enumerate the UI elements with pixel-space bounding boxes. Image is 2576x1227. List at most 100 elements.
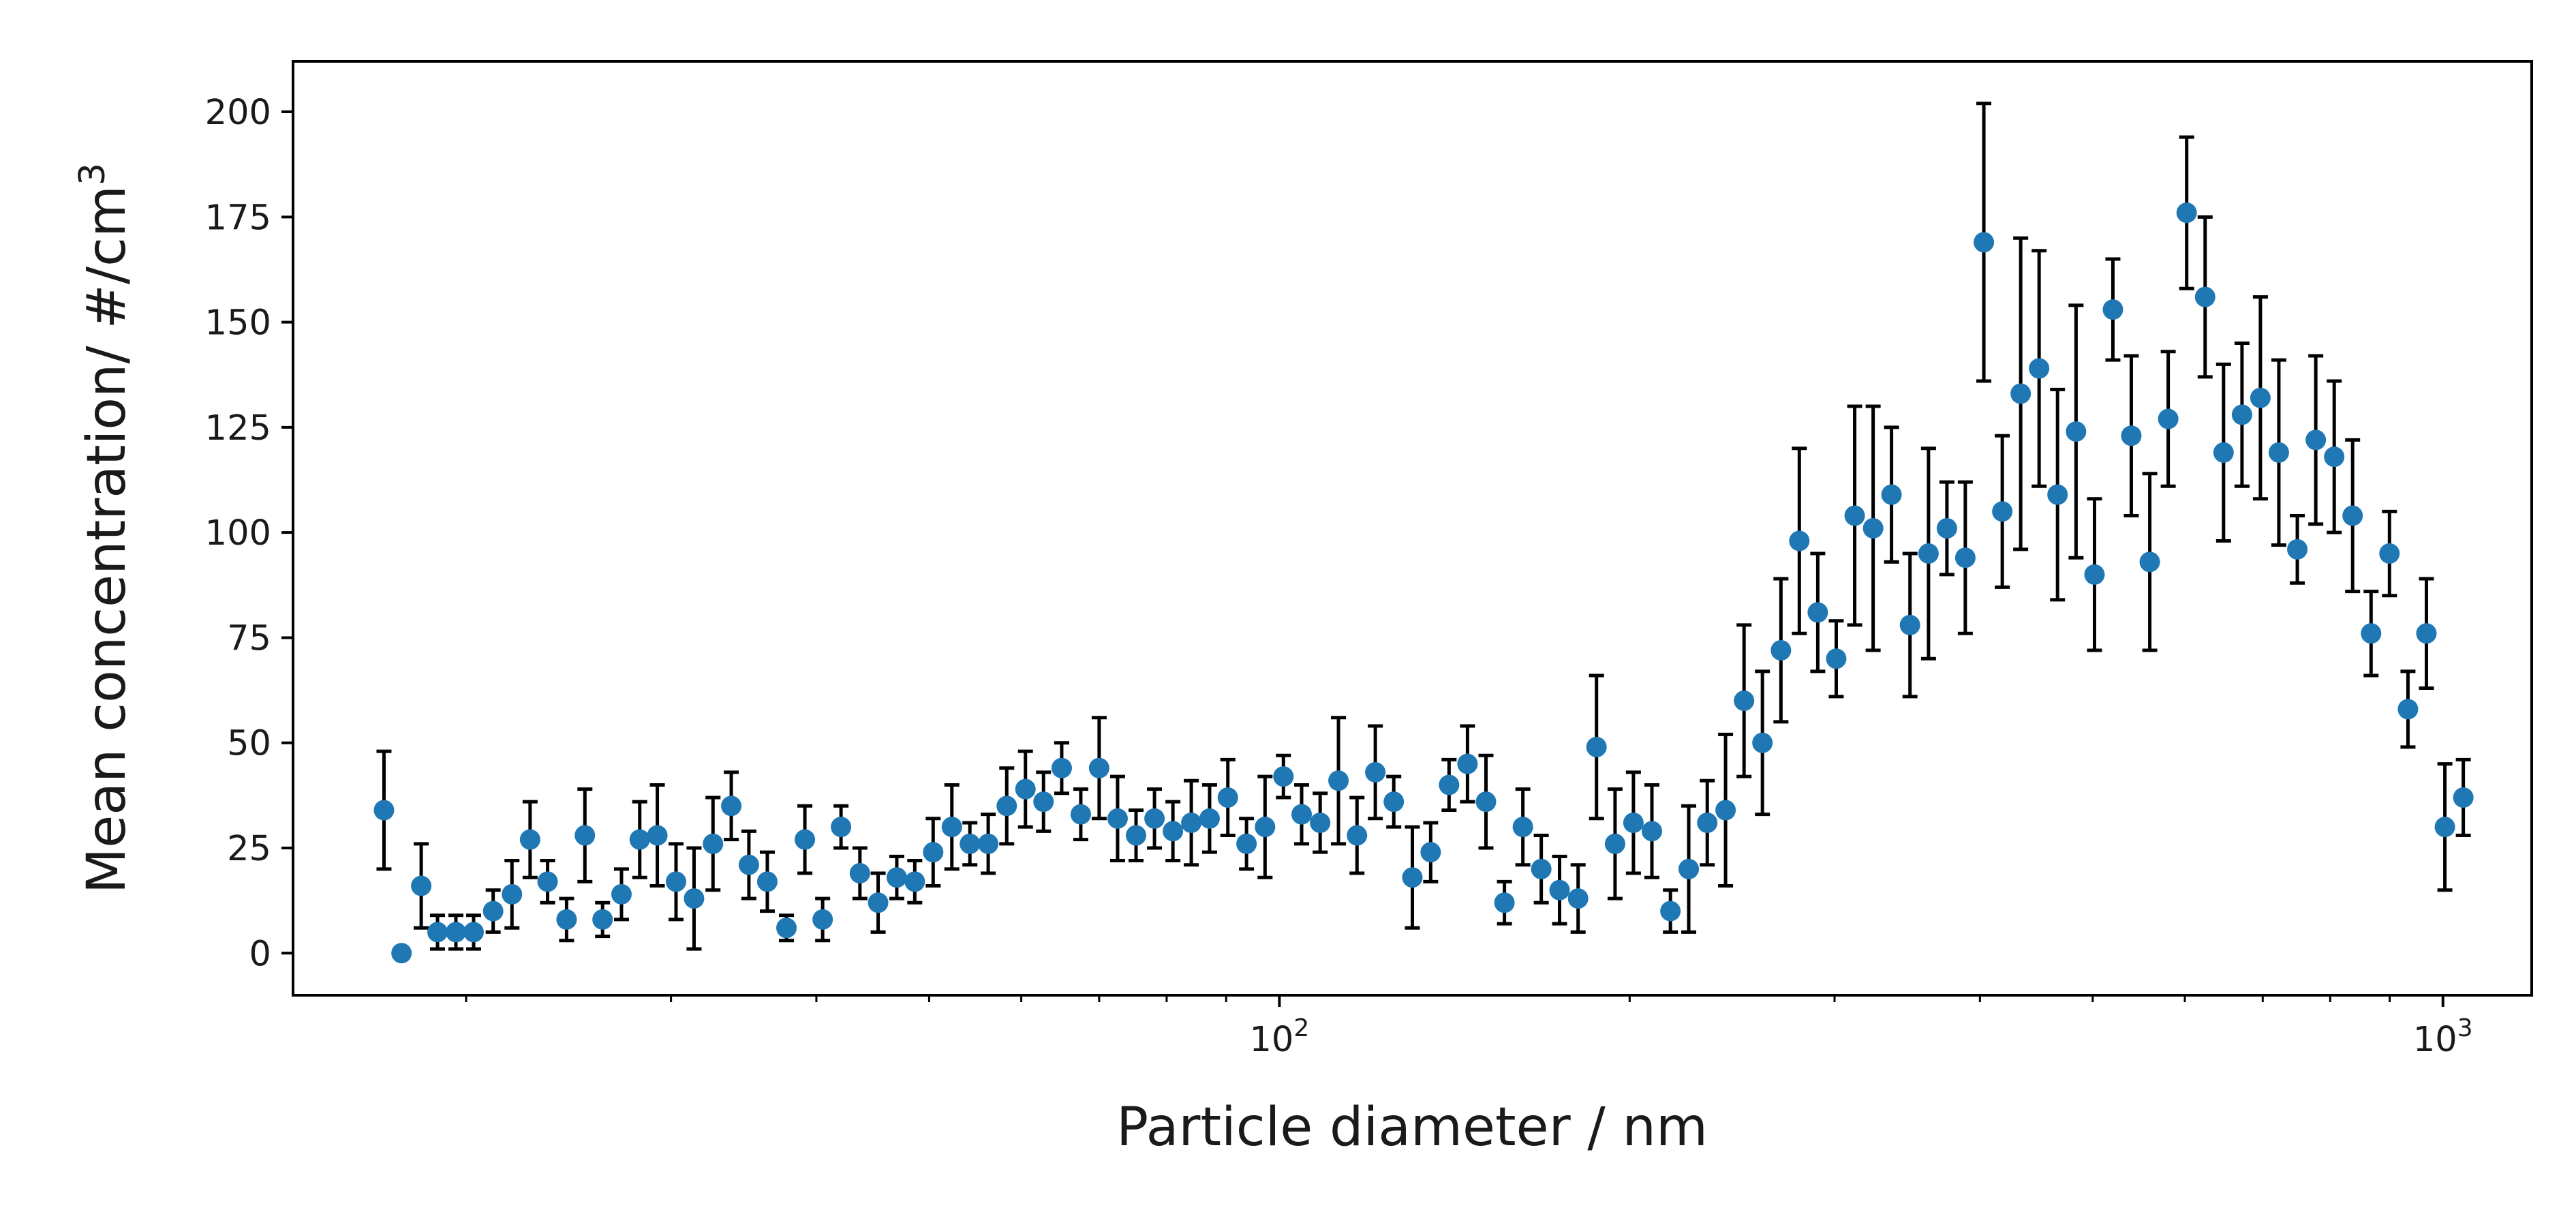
data-point: [721, 796, 742, 817]
data-point: [1678, 858, 1700, 879]
data-point: [1918, 543, 1939, 564]
data-points: [373, 202, 2474, 964]
y-tick-label: 0: [249, 934, 271, 974]
data-point: [1660, 900, 1681, 922]
data-point: [2158, 408, 2179, 429]
data-point: [849, 863, 870, 884]
data-point: [1752, 732, 1773, 753]
y-tick-label: 100: [205, 513, 271, 554]
data-point: [684, 888, 705, 909]
data-point: [1273, 766, 1294, 787]
data-point: [868, 892, 889, 913]
data-point: [2010, 383, 2031, 404]
data-point: [2379, 543, 2400, 564]
data-point: [1770, 639, 1792, 661]
data-point: [1255, 817, 1276, 838]
data-point: [1697, 812, 1718, 833]
data-point: [2361, 623, 2382, 644]
data-point: [1586, 736, 1607, 757]
data-point: [2434, 817, 2455, 838]
data-point: [1567, 888, 1589, 909]
data-point: [1402, 867, 1423, 888]
data-point: [1789, 530, 1810, 551]
data-point: [1236, 833, 1257, 854]
data-point: [556, 909, 577, 930]
data-point: [629, 829, 650, 850]
data-point: [1126, 825, 1147, 846]
data-point: [1641, 821, 1662, 842]
data-point: [519, 829, 540, 850]
data-point: [1033, 791, 1054, 813]
data-point: [2047, 484, 2068, 505]
data-point: [1899, 614, 1920, 635]
data-point: [611, 883, 632, 905]
data-point: [574, 825, 596, 846]
data-point: [1217, 787, 1238, 808]
data-point: [2250, 387, 2271, 408]
y-tick-label: 175: [205, 198, 271, 238]
data-point: [1439, 774, 1460, 796]
data-point: [831, 817, 852, 838]
data-point: [1051, 757, 1072, 778]
data-point: [1974, 232, 1995, 253]
data-point: [1604, 833, 1625, 854]
data-point: [665, 871, 686, 892]
data-point: [1070, 804, 1091, 825]
data-point: [812, 909, 833, 930]
data-point: [2231, 404, 2252, 425]
data-point: [1936, 518, 1957, 539]
data-point: [1623, 812, 1644, 833]
data-point: [1420, 842, 1441, 863]
data-point: [482, 900, 504, 922]
data-point: [2176, 202, 2197, 224]
y-axis-title: Mean concentration/ #/cm3: [72, 163, 138, 894]
data-point: [2305, 429, 2327, 451]
y-axis-title-text: Mean concentration/ #/cm: [76, 185, 138, 894]
y-axis-title-superscript: 3: [72, 163, 113, 185]
data-point: [1181, 812, 1202, 833]
x-tick-label: 103: [2413, 1014, 2473, 1060]
data-point: [1715, 800, 1736, 821]
data-point: [2139, 551, 2160, 573]
data-point: [923, 842, 944, 863]
data-point: [1807, 602, 1828, 623]
data-point: [2084, 564, 2105, 585]
data-point: [1107, 808, 1128, 829]
data-point: [941, 817, 962, 838]
data-point: [1862, 518, 1884, 539]
x-tick-label-exponent: 3: [2457, 1014, 2473, 1042]
data-point: [2194, 286, 2215, 307]
data-point: [996, 796, 1017, 817]
data-point: [2324, 446, 2345, 468]
data-point: [1954, 547, 1976, 569]
data-point: [2102, 299, 2123, 320]
data-point: [1365, 761, 1386, 783]
data-point: [756, 871, 778, 892]
data-point: [411, 875, 432, 896]
data-point: [904, 871, 925, 892]
data-point: [795, 829, 816, 850]
data-point: [1881, 484, 1902, 505]
y-tick-label: 150: [205, 303, 271, 344]
x-tick-label-base: 10: [1249, 1020, 1293, 1060]
data-point: [2416, 623, 2437, 644]
data-point: [1512, 817, 1533, 838]
data-point: [1383, 791, 1405, 813]
data-point: [1328, 770, 1349, 791]
data-point: [463, 922, 485, 943]
data-point: [886, 867, 907, 888]
data-point: [502, 883, 523, 905]
data-point: [2029, 358, 2050, 379]
data-point: [537, 871, 558, 892]
plot-frame: [292, 60, 2533, 997]
data-point: [1199, 808, 1220, 829]
y-tick-label: 125: [205, 408, 271, 449]
data-point: [2121, 425, 2142, 446]
data-point: [647, 825, 668, 846]
data-point: [391, 943, 412, 964]
y-tick-label: 50: [227, 724, 271, 764]
data-point: [2453, 787, 2474, 808]
data-point: [1475, 791, 1497, 813]
data-point: [960, 833, 981, 854]
